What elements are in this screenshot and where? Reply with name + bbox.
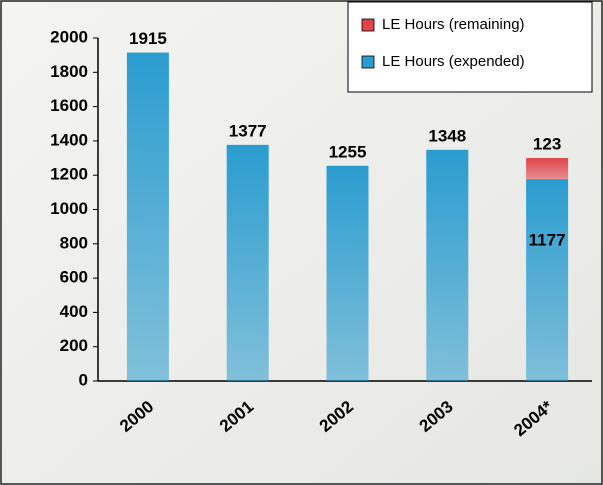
data-label: 1348	[428, 126, 466, 145]
bar-segment	[126, 52, 169, 381]
bar-segment	[226, 144, 269, 381]
data-label: 1915	[129, 29, 167, 48]
bar-segment	[326, 165, 369, 381]
y-tick-label: 800	[60, 233, 88, 252]
y-tick-label: 400	[60, 302, 88, 321]
y-tick-label: 1000	[50, 199, 88, 218]
bar-segment	[426, 149, 469, 381]
bar-segment	[526, 179, 569, 381]
data-label: 1377	[229, 121, 267, 140]
legend-label: LE Hours (expended)	[382, 53, 525, 70]
y-tick-label: 0	[79, 370, 88, 389]
legend-label: LE Hours (remaining)	[382, 16, 525, 33]
y-tick-label: 200	[60, 336, 88, 355]
legend-swatch	[361, 18, 375, 32]
legend-box	[347, 1, 593, 93]
y-tick-label: 2000	[50, 27, 88, 46]
legend-swatch	[361, 55, 375, 69]
data-label: 1255	[329, 142, 367, 161]
y-tick-label: 1200	[50, 165, 88, 184]
data-label: 123	[533, 135, 561, 154]
y-tick-label: 1800	[50, 62, 88, 81]
bar-segment	[526, 158, 569, 180]
data-label: 1177	[529, 231, 566, 250]
y-tick-label: 600	[60, 268, 88, 287]
y-tick-label: 1600	[50, 96, 88, 115]
y-tick-label: 1400	[50, 130, 88, 149]
